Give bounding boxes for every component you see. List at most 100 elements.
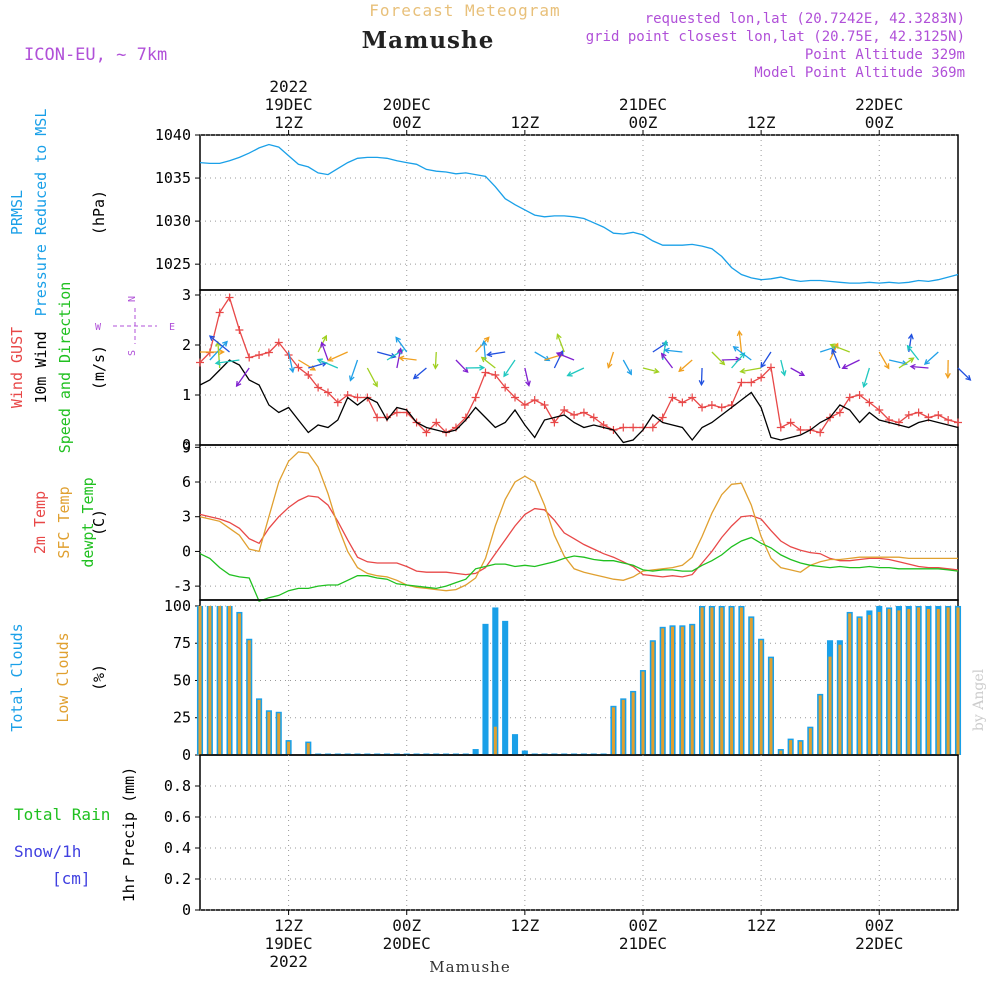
top-time-hour: 00Z [629, 113, 658, 132]
wind-arrow [790, 367, 805, 376]
panel-label: PRMSL [8, 190, 26, 235]
wind-arrow [236, 367, 250, 387]
y-tick-label: 50 [173, 671, 191, 689]
bottom-time-hour: 00Z [865, 916, 894, 935]
gust-marker [579, 408, 588, 417]
wind-arrow-head [483, 336, 490, 343]
low-cloud-bar [946, 607, 950, 755]
wind-arrow-head [862, 381, 868, 389]
panel-unit: 1hr Precip (mm) [120, 767, 138, 902]
gust-marker [914, 408, 923, 417]
y-tick-label: 0.2 [164, 870, 191, 888]
wind-arrow-head [663, 347, 670, 354]
y-tick-label: 3 [182, 286, 191, 304]
gust-marker [373, 413, 382, 422]
gust-marker [707, 401, 716, 409]
y-tick-label: -3 [173, 577, 191, 595]
low-cloud-bar [917, 607, 921, 755]
wind-arrow [733, 346, 752, 361]
wind-arrow [556, 352, 575, 361]
wind-arrow-head [479, 364, 486, 371]
panel-unit: (hPa) [90, 190, 108, 235]
wind-arrow [487, 351, 506, 356]
model-altitude: Model Point Altitude 369m [754, 65, 965, 81]
low-cloud-bar [710, 607, 714, 755]
bottom-time-date: 20DEC [383, 934, 431, 953]
wind-arrow-head [320, 341, 326, 348]
gust-marker [934, 411, 943, 419]
gust-marker [619, 423, 628, 432]
bottom-time-hour: 00Z [629, 916, 658, 935]
wind-arrow-head [316, 358, 323, 364]
panel-label: Speed and Direction [56, 282, 74, 454]
bottom-time-year: 2022 [269, 952, 308, 971]
watermark: by Angel [971, 668, 987, 731]
low-cloud-bar [680, 626, 684, 755]
panel-label: 2m Temp [31, 491, 49, 554]
low-cloud-bar [690, 625, 694, 755]
top-time-date: 22DEC [855, 95, 903, 114]
wind-arrow [321, 342, 329, 361]
low-cloud-bar [641, 671, 645, 755]
wind-arrow [366, 367, 378, 387]
wind-arrow [957, 367, 971, 381]
wind-arrow [607, 351, 615, 368]
low-cloud-bar [671, 626, 675, 755]
panel-label: dewpt Temp [79, 477, 97, 567]
y-tick-label: 0 [182, 901, 191, 919]
time-axis-labels: 202219DEC12Z12Z19DEC202220DEC00Z00Z20DEC… [265, 77, 904, 971]
gust-marker [333, 398, 342, 407]
top-time-hour: 12Z [510, 113, 539, 132]
gust-marker [589, 413, 598, 422]
y-tick-label: 2 [182, 336, 191, 354]
wind-arrow [455, 359, 469, 373]
y-tick-label: 6 [182, 473, 191, 491]
low-cloud-bar [651, 641, 655, 755]
gust-marker [274, 338, 283, 347]
wind-arrow-head [884, 363, 890, 370]
gust-marker [314, 383, 323, 392]
wind-arrow-head [653, 368, 660, 374]
wind-arrow-head [965, 374, 972, 381]
panel-wind: 0 1 2 3 Wind GUST 10m Wind Speed and Direction… [8, 282, 972, 454]
low-cloud-bar [838, 644, 842, 755]
panel-label: SFC Temp [55, 486, 73, 558]
requested-coords: requested lon,lat (20.7242E, 42.3283N) [645, 11, 965, 27]
wind-arrow [553, 350, 564, 369]
wind-arrow [898, 357, 914, 369]
wind-arrow [678, 359, 693, 372]
wind-arrow [908, 334, 913, 353]
wind-arrow [661, 353, 674, 369]
y-tick-label: 0 [182, 436, 191, 454]
gust-marker [865, 398, 874, 407]
wind-arrow [760, 351, 772, 368]
low-cloud-bar [877, 611, 881, 755]
wind-arrow-head [321, 334, 328, 341]
panel-label: Snow/1h [14, 842, 81, 861]
bottom-time-date: 22DEC [855, 934, 903, 953]
wind-arrow-head [662, 339, 669, 347]
wind-arrow-head [566, 371, 573, 377]
wind-arrow [396, 348, 402, 369]
low-cloud-bar [828, 656, 832, 755]
gust-marker [264, 348, 273, 357]
wind-arrow [298, 359, 316, 371]
wind-arrow [524, 367, 530, 386]
panel-clouds: 0 25 50 75 100 Total Clouds Low Clouds (%) [8, 597, 962, 764]
wind-arrow [395, 337, 408, 353]
wind-arrow-head [829, 343, 836, 349]
wind-arrow-head [398, 355, 405, 362]
gust-marker [717, 403, 726, 412]
wind-arrow [831, 349, 841, 369]
gust-marker [225, 293, 234, 302]
low-cloud-bar [218, 605, 222, 755]
wind-arrow-head [544, 355, 551, 362]
low-cloud-bar [611, 707, 615, 755]
low-cloud-bar [700, 607, 704, 755]
panel-unit: (m/s) [90, 345, 108, 390]
gust-marker [698, 403, 707, 412]
wind-arrow [642, 367, 659, 373]
wind-arrow [740, 367, 762, 373]
footer-location: Mamushe [429, 958, 510, 976]
low-cloud-bar [661, 628, 665, 755]
